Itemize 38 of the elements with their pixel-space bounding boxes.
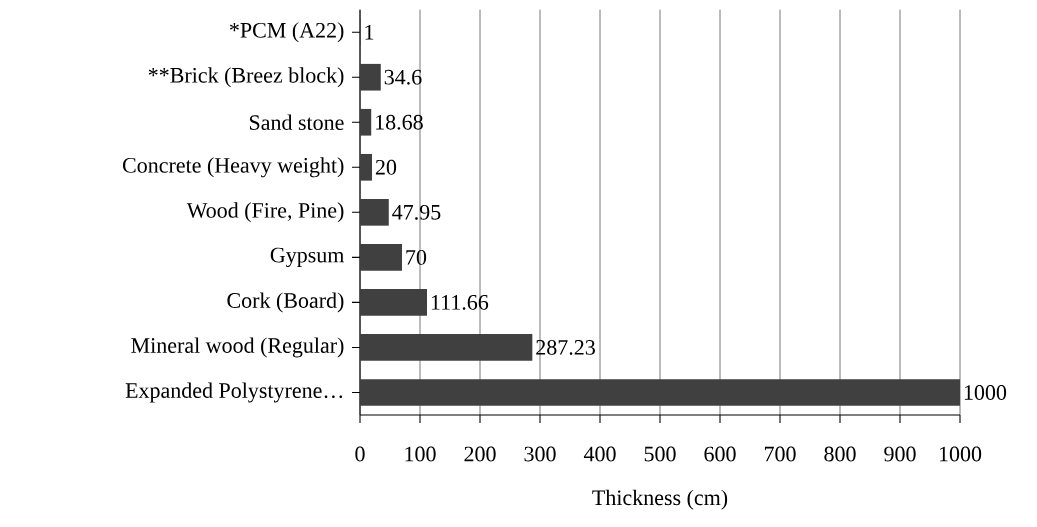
data-label: 111.66 xyxy=(431,294,489,310)
y-tick-label: Mineral wood (Regular) xyxy=(131,337,344,358)
y-tick-label: Wood (Fire, Pine) xyxy=(186,202,344,223)
x-tick-label: 900 xyxy=(884,446,916,462)
data-label: 287.23 xyxy=(536,339,595,355)
data-label: 70 xyxy=(406,249,427,265)
y-tick-label: Cork (Board) xyxy=(227,292,344,313)
x-axis-title: Thickness (cm) xyxy=(592,489,728,510)
y-tick-label: Sand stone xyxy=(249,114,344,130)
x-tick-label: 800 xyxy=(824,446,856,462)
x-tick-label: 1000 xyxy=(939,446,982,462)
data-label: 1000 xyxy=(964,385,1007,400)
x-tick-label: 100 xyxy=(405,446,436,462)
bar xyxy=(360,379,960,406)
y-tick-label: Gypsum xyxy=(270,247,345,268)
bar xyxy=(360,244,403,271)
bar xyxy=(360,289,428,316)
y-tick-label: **Brick (Breez block) xyxy=(148,67,344,88)
x-tick-label: 500 xyxy=(644,446,676,462)
bar xyxy=(360,108,372,136)
data-label: 1 xyxy=(365,24,374,40)
data-label: 34.6 xyxy=(384,69,422,85)
y-tick-label: Expanded Polystyrene… xyxy=(125,382,343,403)
x-tick-label: 700 xyxy=(764,446,796,462)
data-label: 20 xyxy=(375,159,397,175)
bar xyxy=(360,199,389,226)
data-label: 47.95 xyxy=(392,204,441,220)
x-tick-label: 600 xyxy=(704,446,736,462)
y-tick-label: Concrete (Heavy weight) xyxy=(122,157,344,178)
y-tick-label: *PCM (A22) xyxy=(229,22,344,43)
x-tick-label: 200 xyxy=(464,446,496,462)
bar xyxy=(360,334,533,361)
data-label: 18.68 xyxy=(376,114,423,130)
bar xyxy=(360,63,381,91)
bar xyxy=(360,153,373,181)
x-tick-label: 300 xyxy=(524,446,556,462)
x-tick-label: 0 xyxy=(355,446,365,462)
x-tick-label: 400 xyxy=(583,446,616,462)
